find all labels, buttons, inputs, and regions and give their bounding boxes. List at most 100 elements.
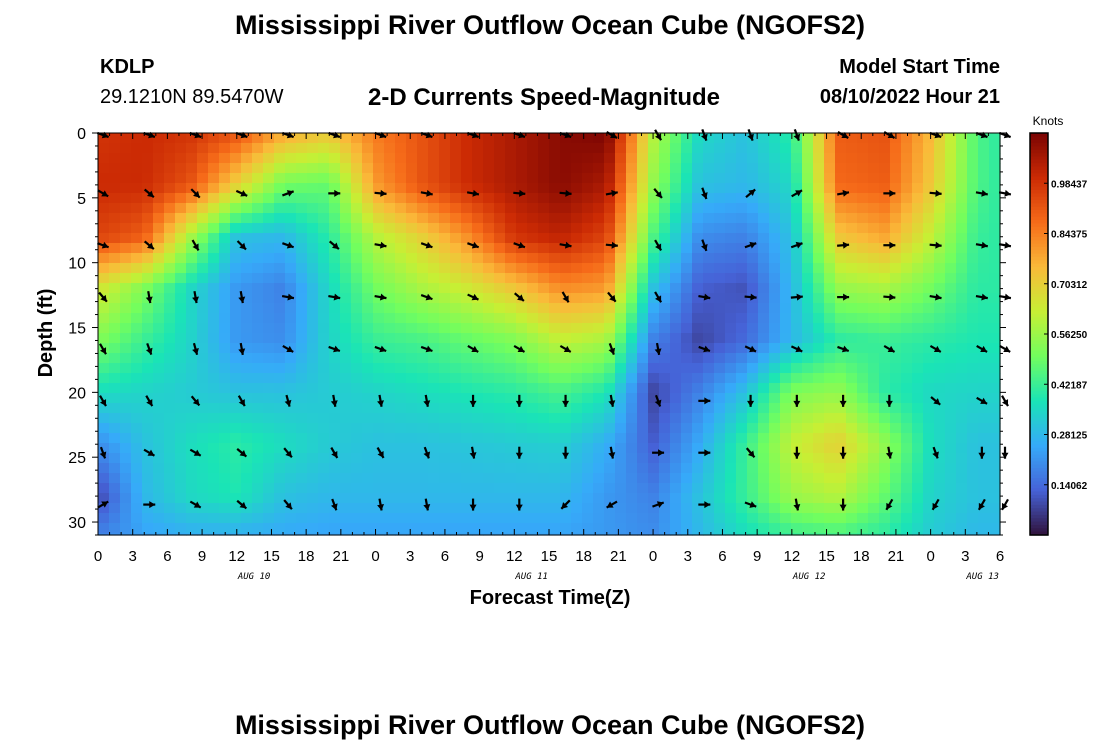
heatmap-cell	[824, 283, 836, 294]
heatmap-cell	[560, 153, 572, 164]
heatmap-cell	[989, 243, 1001, 254]
heatmap-cell	[846, 293, 858, 304]
heatmap-cell	[857, 473, 869, 484]
colorbar-swatch	[1030, 226, 1048, 231]
heatmap-cell	[604, 423, 616, 434]
colorbar-swatch	[1030, 350, 1048, 355]
heatmap-cell	[98, 173, 110, 184]
heatmap-cell	[780, 343, 792, 354]
heatmap-cell	[175, 153, 187, 164]
heatmap-cell	[791, 223, 803, 234]
heatmap-cell	[197, 233, 209, 244]
heatmap-cell	[615, 423, 627, 434]
heatmap-cell	[230, 463, 242, 474]
heatmap-cell	[659, 333, 671, 344]
heatmap-cell	[340, 403, 352, 414]
heatmap-cell	[131, 523, 143, 534]
heatmap-cell	[912, 213, 924, 224]
heatmap-cell	[714, 363, 726, 374]
heatmap-cell	[527, 463, 539, 474]
heatmap-cell	[296, 253, 308, 264]
heatmap-cell	[769, 393, 781, 404]
heatmap-cell	[813, 353, 825, 364]
heatmap-cell	[846, 453, 858, 464]
heatmap-cell	[417, 223, 429, 234]
heatmap-cell	[164, 283, 176, 294]
current-vector	[515, 498, 523, 511]
heatmap-cell	[791, 183, 803, 194]
heatmap-cell	[197, 513, 209, 524]
heatmap-cell	[230, 373, 242, 384]
colorbar-swatch	[1030, 307, 1048, 312]
heatmap-cell	[626, 313, 638, 324]
heatmap-cell	[241, 253, 253, 264]
heatmap-cell	[791, 423, 803, 434]
heatmap-cell	[681, 463, 693, 474]
heatmap-cell	[98, 433, 110, 444]
heatmap-cell	[923, 363, 935, 374]
heatmap-cell	[527, 323, 539, 334]
current-vector	[654, 129, 663, 141]
heatmap-cell	[846, 533, 858, 536]
heatmap-cell	[604, 333, 616, 344]
heatmap-cell	[956, 253, 968, 264]
heatmap-cell	[681, 163, 693, 174]
heatmap-cell	[109, 273, 121, 284]
heatmap-cell	[406, 333, 418, 344]
heatmap-cell	[252, 183, 264, 194]
heatmap-cell	[967, 363, 979, 374]
colorbar-swatch	[1030, 347, 1048, 352]
heatmap-cell	[186, 373, 198, 384]
heatmap-cell	[725, 533, 737, 536]
heatmap-cell	[208, 463, 220, 474]
heatmap-cell	[714, 313, 726, 324]
heatmap-cell	[637, 393, 649, 404]
heatmap-cell	[835, 223, 847, 234]
heatmap-cell	[329, 413, 341, 424]
heatmap-cell	[835, 493, 847, 504]
heatmap-cell	[890, 373, 902, 384]
vector-head	[192, 296, 199, 304]
heatmap-cell	[483, 263, 495, 274]
heatmap-cell	[670, 303, 682, 314]
heatmap-cell	[758, 323, 770, 334]
heatmap-cell	[164, 433, 176, 444]
heatmap-cell	[373, 423, 385, 434]
heatmap-cell	[681, 403, 693, 414]
heatmap-cell	[142, 413, 154, 424]
heatmap-cell	[923, 153, 935, 164]
colorbar-swatch	[1030, 454, 1048, 459]
heatmap-cell	[219, 233, 231, 244]
heatmap-cell	[835, 293, 847, 304]
heatmap-cell	[318, 343, 330, 354]
heatmap-cell	[857, 163, 869, 174]
heatmap-cell	[472, 513, 484, 524]
heatmap-cell	[615, 303, 627, 314]
heatmap-cell	[230, 383, 242, 394]
heatmap-cell	[659, 163, 671, 174]
heatmap-cell	[263, 523, 275, 534]
heatmap-cell	[560, 513, 572, 524]
heatmap-cell	[879, 243, 891, 254]
colorbar-swatch	[1030, 337, 1048, 342]
current-vector	[99, 395, 107, 407]
heatmap-cell	[252, 263, 264, 274]
current-vector	[654, 342, 662, 356]
heatmap-cell	[989, 323, 1001, 334]
heatmap-cell	[582, 503, 594, 514]
heatmap-cell	[142, 283, 154, 294]
heatmap-cell	[241, 143, 253, 154]
heatmap-cell	[461, 283, 473, 294]
current-vector	[420, 189, 433, 197]
heatmap-cell	[208, 353, 220, 364]
heatmap-cell	[978, 443, 990, 454]
current-vector	[330, 498, 338, 511]
heatmap-cell	[538, 393, 550, 404]
heatmap-cell	[648, 343, 660, 354]
heatmap-cell	[131, 483, 143, 494]
heatmap-cell	[307, 273, 319, 284]
current-vector	[793, 446, 801, 459]
heatmap-cell	[659, 523, 671, 534]
heatmap-cell	[538, 513, 550, 524]
heatmap-cell	[186, 283, 198, 294]
